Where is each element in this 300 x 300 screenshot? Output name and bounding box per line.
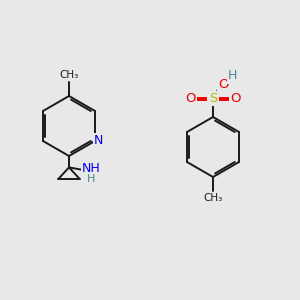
Text: N: N bbox=[94, 134, 103, 148]
Text: S: S bbox=[209, 92, 217, 105]
Text: H: H bbox=[87, 174, 96, 184]
Text: CH₃: CH₃ bbox=[203, 193, 223, 203]
Text: NH: NH bbox=[82, 162, 101, 176]
Text: O: O bbox=[185, 92, 196, 105]
Text: CH₃: CH₃ bbox=[59, 70, 79, 80]
Text: O: O bbox=[218, 77, 229, 91]
Text: H: H bbox=[228, 69, 238, 82]
Text: O: O bbox=[230, 92, 241, 105]
